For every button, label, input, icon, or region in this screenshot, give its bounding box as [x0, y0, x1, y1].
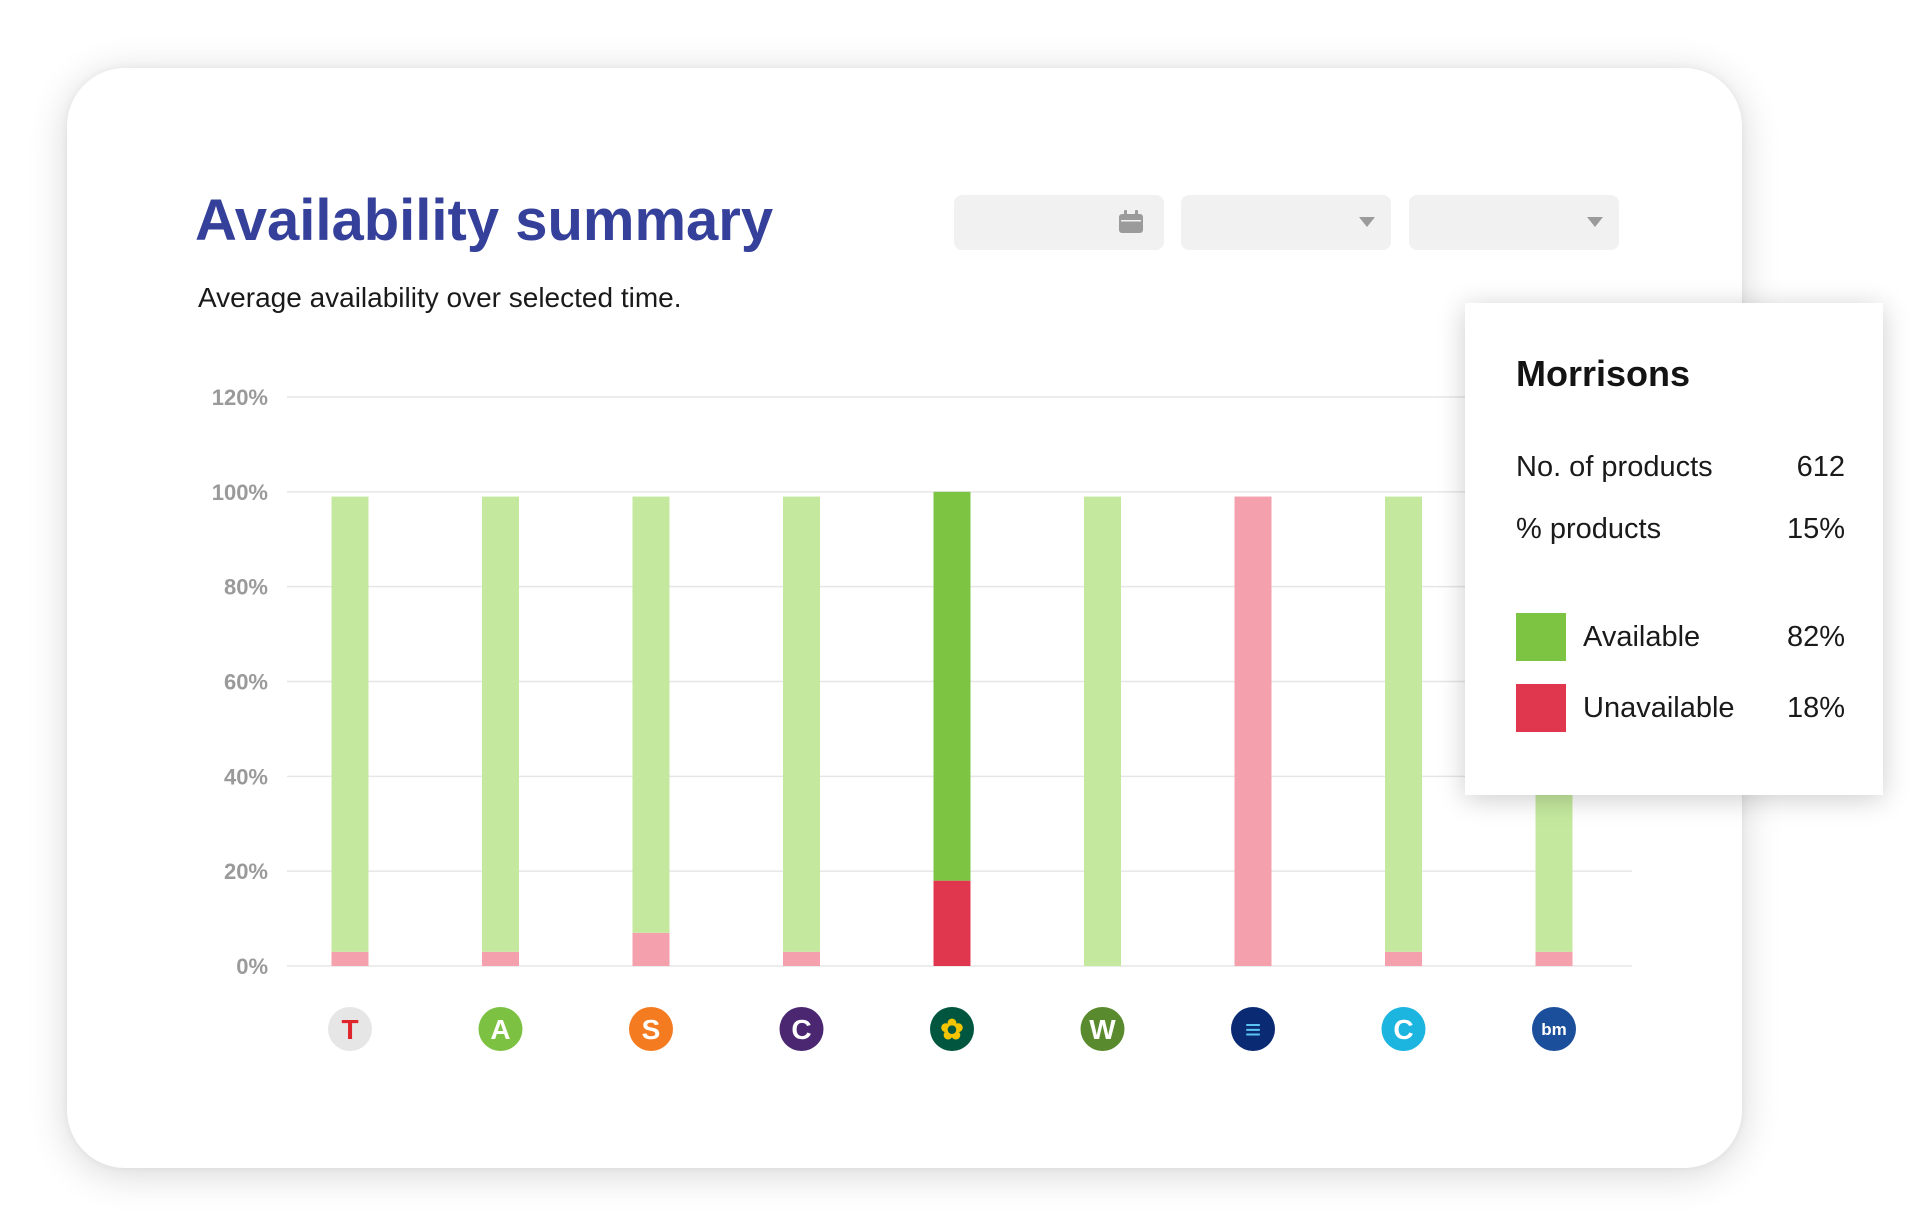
sainsburys-logo-icon — [629, 1007, 673, 1051]
bar-unavailable — [331, 951, 369, 966]
bar-available — [783, 496, 820, 952]
y-tick-label: 100% — [212, 480, 268, 505]
tesco-logo-icon — [328, 1007, 372, 1051]
ocado-logo-icon — [1381, 1007, 1426, 1051]
x-tick-label: bm — [1541, 1020, 1567, 1039]
date-range-picker[interactable] — [954, 195, 1164, 250]
waitrose-logo-icon — [1080, 1007, 1125, 1051]
chevron-down-icon — [1359, 217, 1375, 227]
bar-unavailable — [482, 951, 519, 966]
coop-logo-icon — [779, 1007, 824, 1051]
x-tick-label: C — [791, 1014, 811, 1045]
bar-available — [1385, 496, 1422, 952]
category-dropdown[interactable] — [1409, 195, 1619, 250]
legend-available: Available 82% — [1516, 613, 1845, 661]
tooltip-row-label: No. of products — [1516, 451, 1713, 483]
y-tick-label: 20% — [224, 859, 268, 884]
tooltip-row-percent-products: % products 15% — [1516, 513, 1845, 546]
bar-available — [933, 491, 971, 881]
bar-unavailable — [1385, 951, 1422, 966]
retailer-tooltip: Morrisons No. of products 612 % products… — [1465, 303, 1883, 795]
y-tick-label: 120% — [212, 385, 268, 410]
tooltip-row-value: 612 — [1796, 451, 1845, 483]
retailer-dropdown[interactable] — [1181, 195, 1391, 250]
legend-label: Unavailable — [1583, 691, 1735, 724]
calendar-icon — [1119, 210, 1143, 233]
y-tick-label: 40% — [224, 764, 268, 789]
page-title: Availability summary — [195, 188, 774, 253]
aldi-logo-icon — [1231, 1007, 1275, 1051]
y-tick-label: 0% — [236, 954, 268, 979]
y-tick-label: 80% — [224, 575, 268, 600]
x-tick-label: S — [642, 1014, 661, 1045]
legend-unavailable: Unavailable 18% — [1516, 684, 1845, 732]
bar-available — [632, 496, 670, 933]
bar-unavailable — [933, 880, 971, 966]
x-tick-label: W — [1089, 1014, 1116, 1045]
chart-subtitle: Average availability over selected time. — [198, 282, 682, 313]
morrisons-logo-icon — [930, 1007, 974, 1051]
bar-available — [1084, 496, 1121, 966]
asda-logo-icon — [478, 1007, 523, 1051]
x-tick-label: T — [341, 1014, 358, 1045]
chevron-down-icon — [1587, 217, 1603, 227]
bar-unavailable — [632, 932, 670, 966]
y-tick-label: 60% — [224, 670, 268, 695]
legend-label: Available — [1583, 620, 1701, 653]
bar-unavailable — [1535, 951, 1573, 966]
x-tick-label: A — [490, 1014, 510, 1045]
bar-available — [331, 496, 369, 952]
x-tick-label: ≡ — [1245, 1014, 1261, 1045]
legend-value: 82% — [1786, 620, 1845, 653]
tooltip-row-products: No. of products 612 — [1516, 451, 1845, 484]
bar-unavailable — [1234, 496, 1272, 966]
tooltip-row-value: 15% — [1786, 513, 1845, 545]
bar-unavailable — [783, 951, 820, 966]
x-tick-label: C — [1393, 1014, 1413, 1045]
tooltip-row-label: % products — [1516, 513, 1662, 545]
bar-available — [482, 496, 519, 952]
tooltip-title: Morrisons — [1516, 353, 1691, 394]
bm-logo-icon — [1532, 1007, 1576, 1051]
unavailable-swatch — [1516, 684, 1566, 732]
available-swatch — [1516, 613, 1566, 661]
x-tick-label: ✿ — [940, 1014, 963, 1045]
legend-value: 18% — [1786, 691, 1845, 724]
